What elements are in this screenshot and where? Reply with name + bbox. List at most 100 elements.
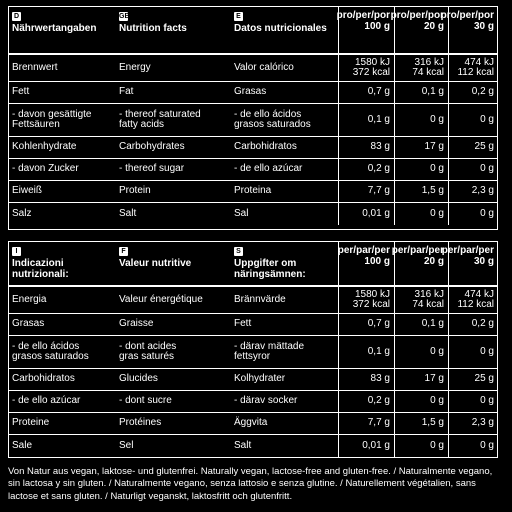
label-cell-c2: Fat [119,86,134,98]
label-cell-c3: Proteina [234,185,272,197]
header-cell-col2: F Valeur nutritive [116,242,231,285]
table-row: - de ello ácidos grasos saturados - dont … [9,336,497,369]
label-cell-c3: Äggvita [234,417,268,429]
label-cell-c2: Valeur énergétique [119,293,203,305]
header-portion-v1: pro/per/por 100 g [337,7,393,53]
label-cell-c3: Carbohidratos [234,141,297,153]
header-portion-v1: per/par/per 100 g [338,242,393,285]
table-row: Fett Fat Grasas 0,7 g 0,1 g 0,2 g [9,82,497,104]
table-row: Brennwert Energy Valor calórico 1580 kJ 372… [9,55,497,82]
label-cell-c2: Salt [119,207,137,219]
value-cell-v1: 7,7 g [338,413,393,434]
value-cell-v1: 1580 kJ 372 kcal [338,55,393,81]
value-cell-v3: 0,2 g [448,314,497,335]
label-cell-c3: - därav mättade fettsyror [234,340,305,362]
value-cell-v2: 0 g [394,159,447,180]
label-cell-c3: - därav socker [234,395,298,407]
value-cell-v2: 0 g [394,104,447,136]
label-cell-c3: - de ello azúcar [234,163,303,175]
value-cell-v2: 17 g [394,137,447,158]
label-cell-c1: Eiweiß [12,185,43,197]
header-cell-col1: D Nährwertangaben [9,7,115,53]
label-cell-c1: - davon gesättigte Fettsäuren [12,108,92,130]
header-portion-v2: pro/per/por 20 g [391,7,447,53]
value-cell-v3: 0 g [448,435,497,457]
value-cell-v3: 0 g [448,159,497,180]
allergen-note: Von Natur aus vegan, laktose- und gluten… [8,466,493,502]
table-row: - davon gesättigte Fettsäuren - thereof s… [9,104,497,137]
value-cell-v2: 1,5 g [394,181,447,202]
label-cell-c1: Salz [12,207,32,219]
value-cell-v2: 316 kJ 74 kcal [394,287,447,313]
value-cell-v1: 0,2 g [338,159,393,180]
value-cell-v1: 1580 kJ 372 kcal [338,287,393,313]
table-header-row: I Indicazioni nutrizionali: F Valeur nutrit… [9,242,497,287]
label-cell-c3: - de ello ácidos grasos saturados [234,108,311,130]
header-cell-col1: I Indicazioni nutrizionali: [9,242,115,285]
value-cell-v1: 0,7 g [338,314,393,335]
label-cell-c3: Salt [234,439,252,451]
language-flag-icon: GB [119,12,130,21]
header-portion-v3: pro/per/por 30 g [441,7,497,53]
nutrition-table-it-fr-se: I Indicazioni nutrizionali: F Valeur nutrit… [8,241,498,458]
value-cell-v3: 474 kJ 112 kcal [448,55,497,81]
label-cell-c2: - dont acides gras saturés [119,340,177,362]
value-cell-v1: 0,01 g [338,203,393,225]
header-title: Uppgifter om näringsämnen: [234,258,306,280]
table-row: Energia Valeur énergétique Brännvärde 1580 … [9,287,497,314]
value-cell-v1: 0,01 g [338,435,393,457]
value-cell-v1: 0,7 g [338,82,393,103]
header-cell-col3: S Uppgifter om näringsämnen: [231,242,338,285]
label-cell-c2: Protéines [119,417,162,429]
value-cell-v1: 83 g [338,137,393,158]
language-flag-icon: F [119,247,128,256]
value-cell-v2: 316 kJ 74 kcal [394,55,447,81]
label-cell-c3: Brännvärde [234,293,286,305]
value-cell-v3: 2,3 g [448,413,497,434]
table-row: - de ello azúcar - dont sucre - därav sock… [9,391,497,413]
label-cell-c2: Glucides [119,373,158,385]
value-cell-v3: 25 g [448,137,497,158]
value-cell-v1: 0,1 g [338,104,393,136]
label-cell-c1: Fett [12,86,30,98]
label-cell-c1: Kohlenhydrate [12,141,77,153]
value-cell-v3: 0 g [448,104,497,136]
value-cell-v1: 0,1 g [338,336,393,368]
label-cell-c2: Graisse [119,318,154,330]
label-cell-c2: Carbohydrates [119,141,185,153]
label-cell-c2: Sel [119,439,134,451]
header-portion-v2: per/par/per 20 g [392,242,447,285]
label-cell-c1: Energia [12,293,47,305]
value-cell-v2: 0,1 g [394,314,447,335]
value-cell-v2: 0 g [394,435,447,457]
label-cell-c3: Kolhydrater [234,373,286,385]
table-row: Grasas Graisse Fett 0,7 g 0,1 g 0,2 g [9,314,497,336]
nutrition-table-de-gb-es: D Nährwertangaben GB Nutrition facts E Datos … [8,6,498,230]
language-flag-icon: I [12,247,21,256]
label-cell-c1: Carbohidratos [12,373,75,385]
value-cell-v3: 2,3 g [448,181,497,202]
value-cell-v2: 0 g [394,203,447,225]
label-cell-c3: Fett [234,318,252,330]
value-cell-v3: 0 g [448,203,497,225]
label-cell-c3: Grasas [234,86,267,98]
table-row: Carbohidratos Glucides Kolhydrater 83 g 17 g… [9,369,497,391]
value-cell-v3: 25 g [448,369,497,390]
value-cell-v3: 0,2 g [448,82,497,103]
value-cell-v2: 0 g [394,391,447,412]
label-cell-c3: Valor calórico [234,61,294,73]
language-flag-icon: E [234,12,243,21]
header-title: Nährwertangaben [12,23,97,34]
header-cell-col3: E Datos nutricionales [231,7,338,53]
label-cell-c2: Energy [119,61,151,73]
value-cell-v2: 17 g [394,369,447,390]
label-cell-c1: Sale [12,439,33,451]
value-cell-v2: 0,1 g [394,82,447,103]
header-portion-v3: per/par/per 30 g [442,242,497,285]
header-cell-col2: GB Nutrition facts [116,7,231,53]
label-cell-c1: Grasas [12,318,45,330]
label-cell-c2: - dont sucre [119,395,172,407]
value-cell-v3: 474 kJ 112 kcal [448,287,497,313]
